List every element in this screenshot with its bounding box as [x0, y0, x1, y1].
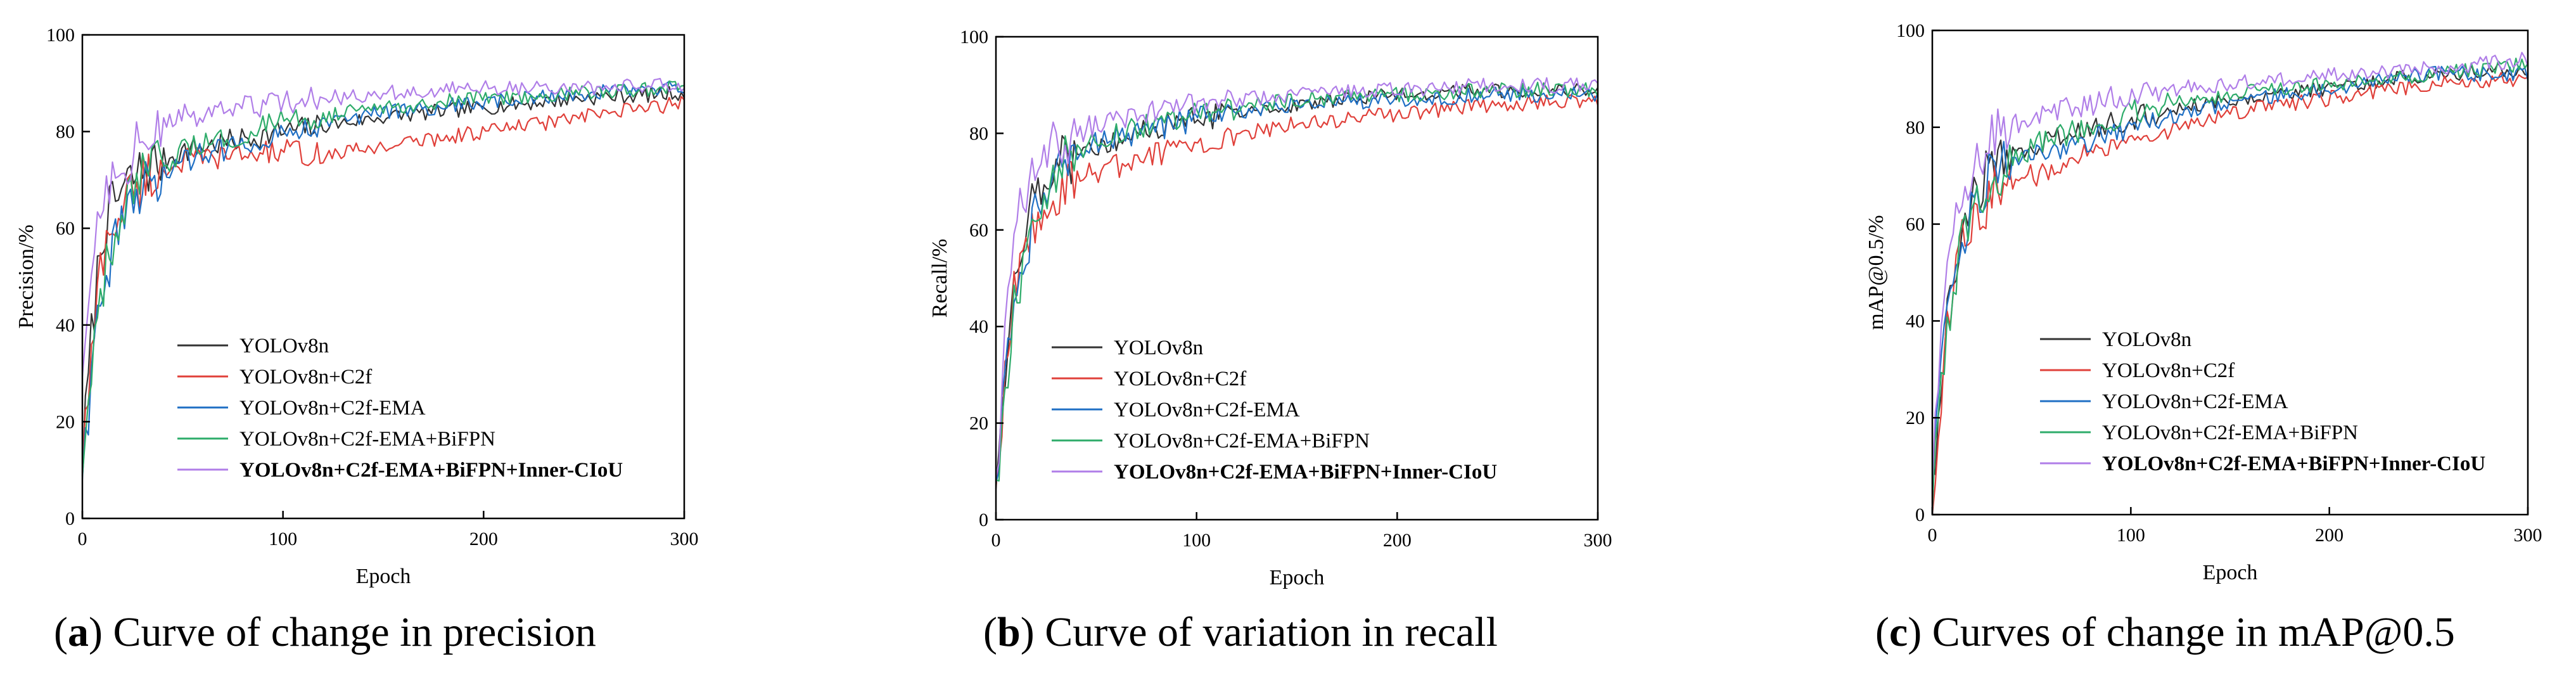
- x-tick-label: 200: [2315, 525, 2343, 546]
- legend-label: YOLOv8n+C2f-EMA+BiFPN+Inner-CIoU: [1114, 461, 1497, 484]
- y-tick-label: 100: [960, 27, 988, 48]
- series-line-yolov8n-c2f: [81, 96, 685, 473]
- series-line-yolov8n-c2f-ema-bifpn: [1931, 57, 2528, 511]
- legend-label: YOLOv8n+C2f-EMA+BiFPN+Inner-CIoU: [239, 459, 623, 482]
- x-tick-label: 300: [2514, 525, 2542, 546]
- x-tick-label: 200: [469, 529, 498, 549]
- panel-a-caption-text: Curve of change in precision: [102, 609, 596, 655]
- legend-label: YOLOv8n: [1114, 337, 1203, 359]
- y-tick-label: 20: [969, 413, 988, 434]
- y-tick-label: 0: [1915, 504, 1925, 525]
- recall-chart-svg: 0 100 200 300 0 20 40 60 80 100 Epoch Recall/% YOLOv…: [928, 27, 1612, 589]
- y-tick-label: 40: [969, 316, 988, 337]
- panel-b-caption: (b) Curve of variation in recall: [983, 609, 1498, 655]
- y-axis-label: Recall/%: [928, 239, 952, 318]
- x-tick-label: 300: [670, 529, 699, 549]
- legend-label: YOLOv8n+C2f-EMA+BiFPN: [1114, 430, 1370, 453]
- legend-label: YOLOv8n+C2f: [1114, 368, 1246, 390]
- legend-label: YOLOv8n+C2f-EMA: [239, 397, 426, 420]
- x-tick-label: 0: [78, 529, 87, 549]
- series-line-yolov8n-c2f-ema: [81, 80, 685, 480]
- y-tick-label: 60: [56, 218, 75, 239]
- y-tick-label: 80: [56, 122, 75, 143]
- series-line-yolov8n-c2f: [1931, 72, 2528, 515]
- x-axis-label: Epoch: [356, 565, 411, 588]
- panel-c-letter: c: [1889, 609, 1908, 655]
- y-tick-label: 100: [1896, 20, 1925, 41]
- plot-frame: [81, 34, 685, 520]
- map-chart-svg: 0 100 200 300 0 20 40 60 80 100 Epoch mAP@0.5/% YOLO…: [1865, 20, 2542, 584]
- x-tick-label: 100: [269, 529, 297, 549]
- panel-b-letter: b: [997, 609, 1021, 655]
- y-tick-label: 80: [969, 123, 988, 144]
- panel-c-caption-text: Curves of change in mAP@0.5: [1922, 609, 2455, 655]
- legend-label: YOLOv8n: [239, 335, 329, 357]
- y-tick-label: 80: [1906, 117, 1925, 138]
- series-line-yolov8n-c2f: [995, 94, 1599, 486]
- legend-label: YOLOv8n: [2102, 328, 2191, 351]
- x-tick-label: 100: [2117, 525, 2145, 546]
- y-tick-label: 0: [979, 510, 988, 530]
- plot-frame: [995, 35, 1599, 521]
- panel-a-letter: a: [67, 609, 89, 655]
- y-axis-label: Precision/%: [15, 224, 38, 328]
- legend-label: YOLOv8n+C2f: [239, 366, 372, 388]
- x-axis-label: Epoch: [2203, 561, 2258, 584]
- y-tick-label: 40: [1906, 311, 1925, 331]
- y-tick-label: 60: [969, 220, 988, 241]
- legend-label: YOLOv8n+C2f-EMA+BiFPN+Inner-CIoU: [2102, 453, 2485, 475]
- legend-label: YOLOv8n+C2f: [2102, 359, 2235, 382]
- y-tick-label: 20: [1906, 408, 1925, 428]
- series-line-yolov8n-c2f-ema-bifpn: [995, 81, 1598, 482]
- series-line-yolov8n: [1931, 62, 2528, 475]
- panel-recall: 0 100 200 300 0 20 40 60 80 100 Epoch Recall/% YOLOv…: [862, 0, 1723, 687]
- series-line-yolov8n-c2f-ema-bifpn: [81, 80, 685, 477]
- x-axis-label: Epoch: [1270, 566, 1325, 589]
- y-tick-label: 60: [1906, 214, 1925, 235]
- panel-precision: 0 100 200 300 0 20 40 60 80 100 Epoch Precision/% YO…: [0, 0, 862, 687]
- panel-c-caption: (c) Curves of change in mAP@0.5: [1875, 609, 2455, 655]
- x-tick-label: 300: [1584, 530, 1612, 551]
- legend-label: YOLOv8n+C2f-EMA: [1114, 399, 1300, 421]
- panel-a-caption: (a) Curve of change in precision: [54, 609, 596, 655]
- y-tick-label: 0: [65, 508, 75, 529]
- x-tick-label: 0: [1928, 525, 1937, 546]
- series-line-yolov8n-c2f-ema-bifpn-inner-ciou: [81, 77, 685, 377]
- precision-chart-svg: 0 100 200 300 0 20 40 60 80 100 Epoch Precision/% YO…: [15, 25, 699, 588]
- y-tick-label: 40: [56, 315, 75, 336]
- series-line-yolov8n-c2f-ema-bifpn-inner-ciou: [995, 77, 1598, 477]
- legend-label: YOLOv8n+C2f-EMA+BiFPN: [2102, 421, 2358, 444]
- y-tick-label: 20: [56, 411, 75, 432]
- series-line-yolov8n: [995, 82, 1598, 489]
- series-line-yolov8n-c2f-ema: [1931, 65, 2529, 514]
- x-tick-label: 0: [992, 530, 1001, 551]
- panel-b-caption-text: Curve of variation in recall: [1034, 609, 1498, 655]
- y-tick-label: 100: [46, 25, 75, 46]
- series-line-yolov8n-c2f-ema-bifpn-inner-ciou: [1931, 51, 2529, 484]
- x-tick-label: 100: [1182, 530, 1211, 551]
- x-tick-label: 200: [1383, 530, 1412, 551]
- panel-map: 0 100 200 300 0 20 40 60 80 100 Epoch mAP@0.5/% YOLO…: [1723, 0, 2576, 687]
- legend-label: YOLOv8n+C2f-EMA+BiFPN: [239, 428, 495, 451]
- series-line-yolov8n: [81, 86, 685, 476]
- legend-label: YOLOv8n+C2f-EMA: [2102, 390, 2288, 413]
- y-axis-label: mAP@0.5/%: [1865, 215, 1888, 330]
- plot-frame: [1931, 29, 2529, 516]
